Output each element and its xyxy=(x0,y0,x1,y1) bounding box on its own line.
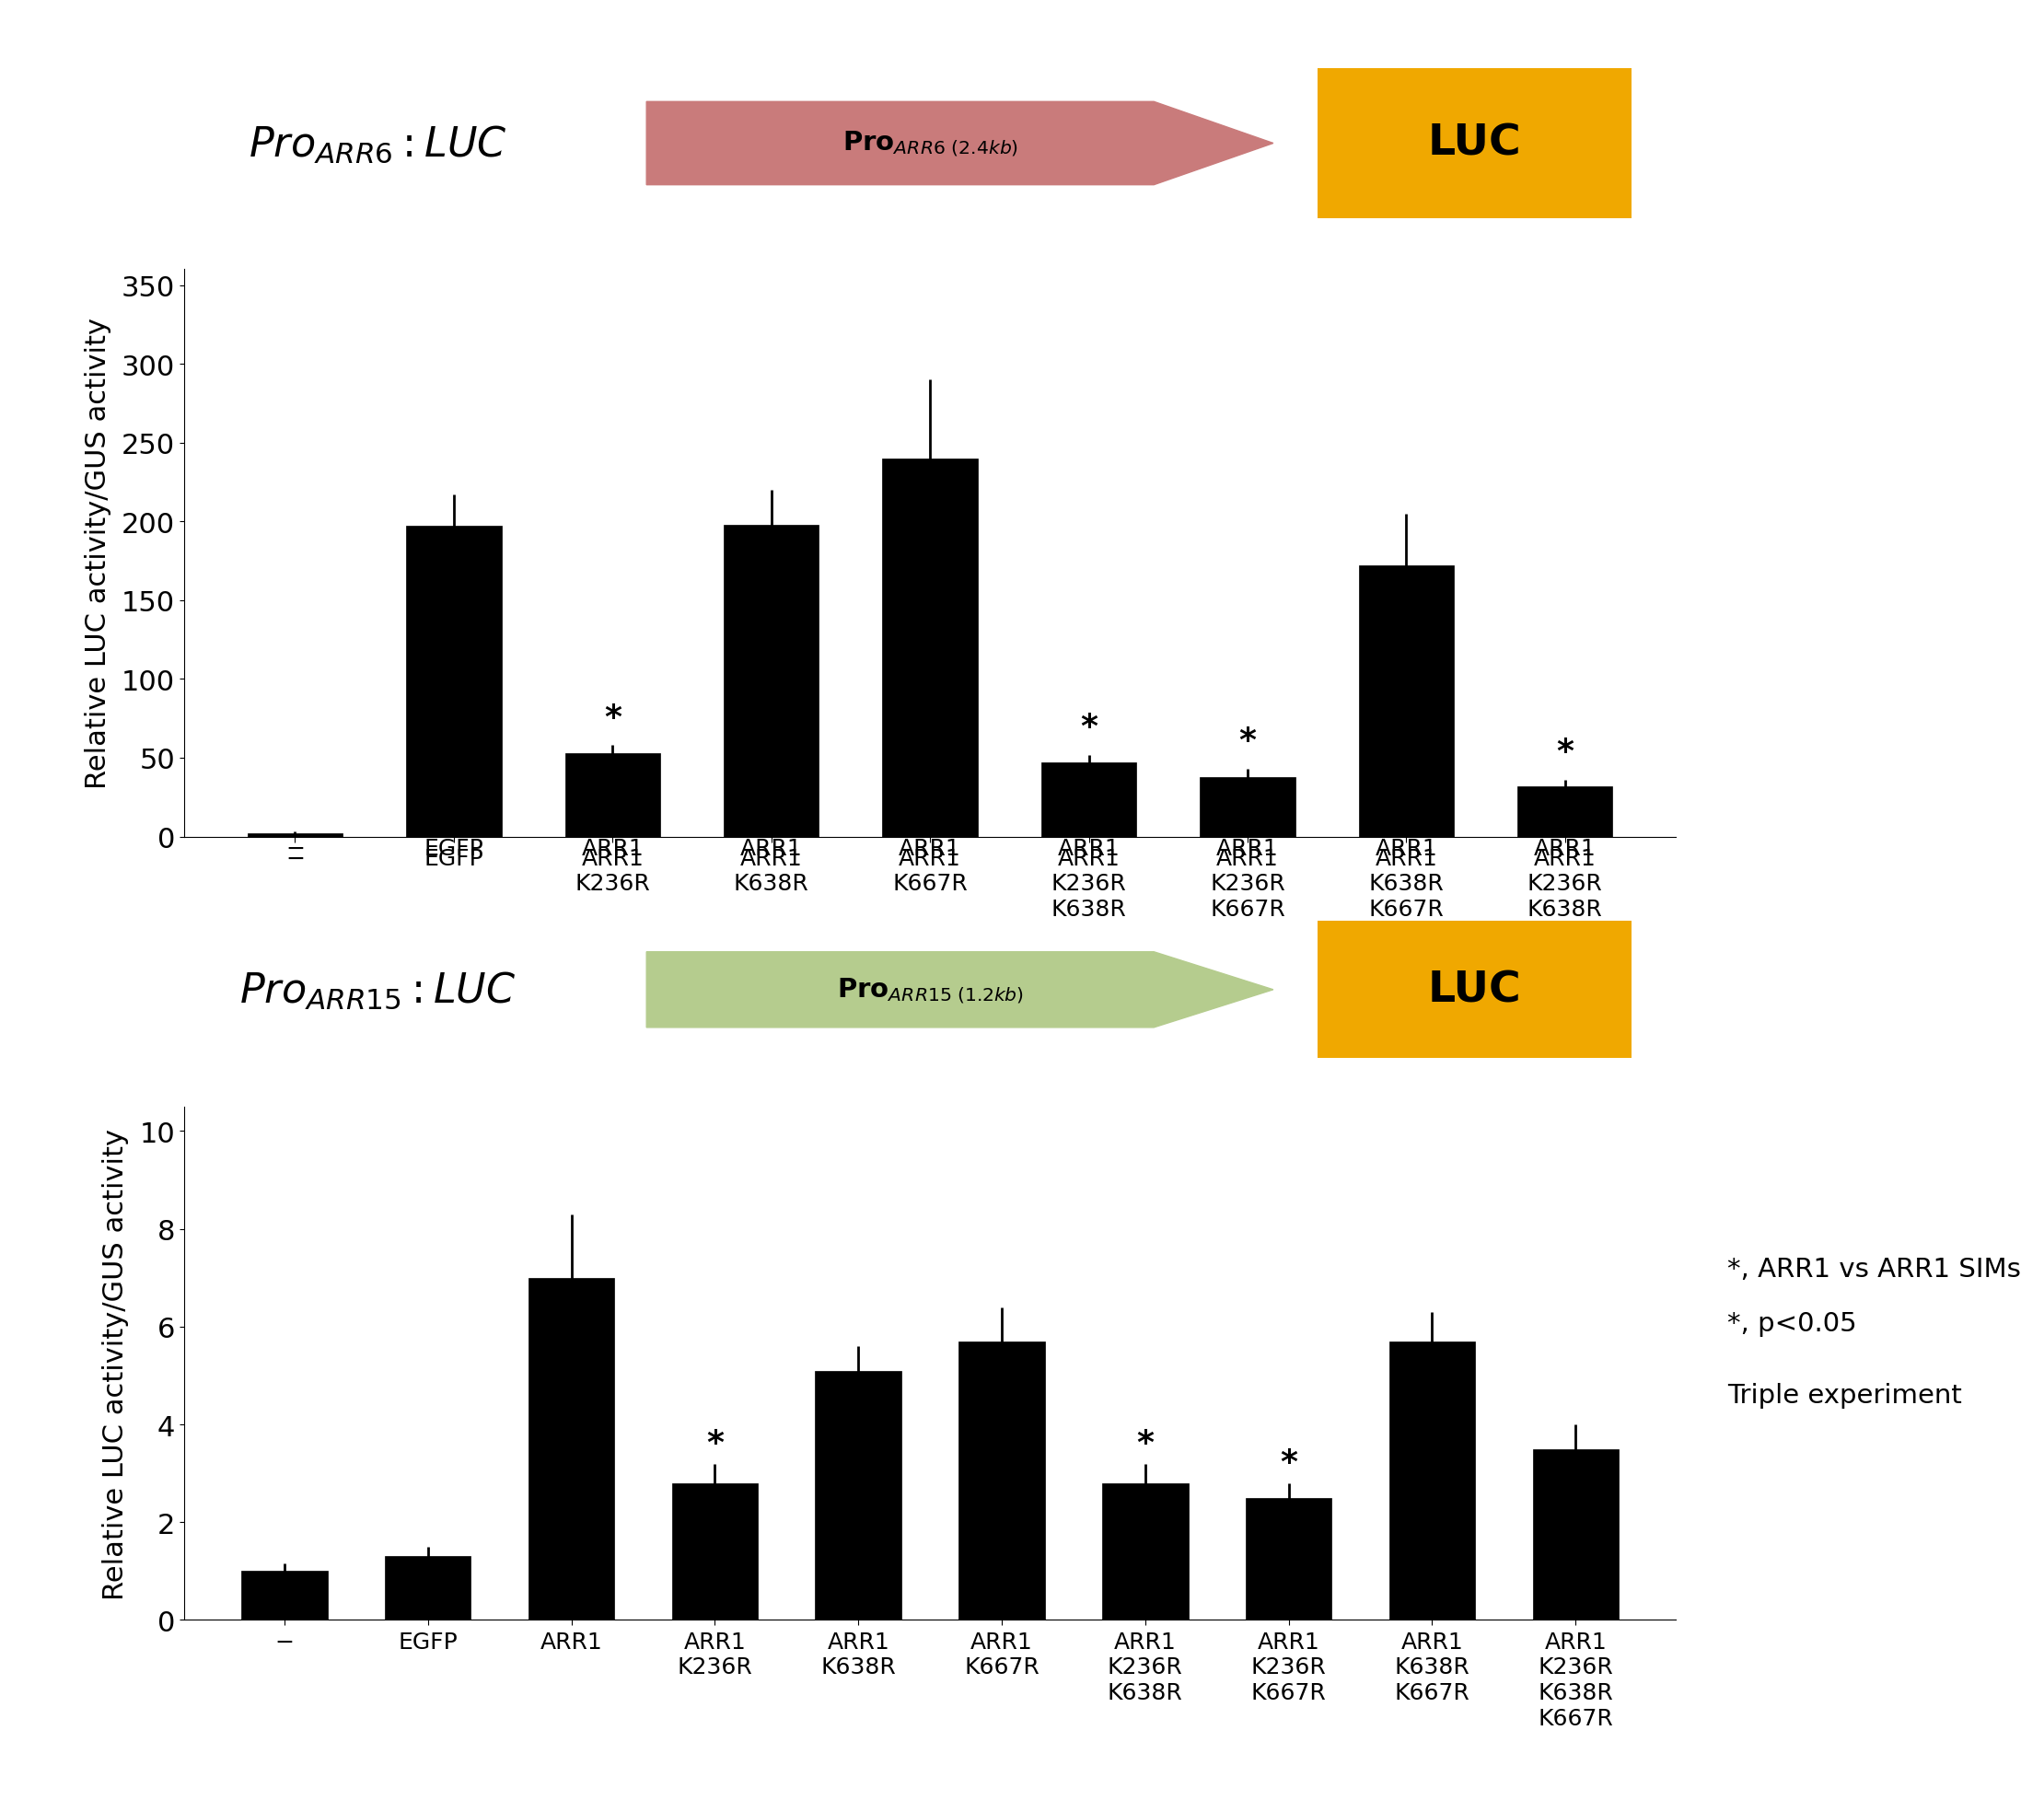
Text: −: − xyxy=(286,837,305,859)
Bar xyxy=(247,833,343,837)
Polygon shape xyxy=(646,952,1273,1028)
Bar xyxy=(1200,778,1296,837)
Text: ARR1: ARR1 xyxy=(1533,848,1596,869)
Text: K667R: K667R xyxy=(1527,923,1602,947)
Text: ARR1: ARR1 xyxy=(1216,837,1280,859)
Text: K638R: K638R xyxy=(1051,898,1126,920)
Text: ARR1: ARR1 xyxy=(540,1631,603,1652)
Bar xyxy=(1102,1483,1188,1620)
Text: ARR1: ARR1 xyxy=(899,848,961,869)
Text: $\mathit{Pro}_{ARR15}\mathit{:LUC}$: $\mathit{Pro}_{ARR15}\mathit{:LUC}$ xyxy=(239,970,517,1010)
Text: *: * xyxy=(1079,711,1098,742)
Text: ARR1: ARR1 xyxy=(1545,1631,1607,1652)
Bar xyxy=(959,1341,1044,1620)
Text: K236R: K236R xyxy=(677,1656,752,1678)
Text: K638R: K638R xyxy=(734,873,809,895)
Text: ARR1: ARR1 xyxy=(1114,1631,1177,1652)
Text: LUC: LUC xyxy=(1429,968,1521,1012)
Text: ARR1: ARR1 xyxy=(580,837,644,859)
Text: K236R: K236R xyxy=(1051,873,1126,895)
Text: LUC: LUC xyxy=(1429,122,1521,166)
Text: K638R: K638R xyxy=(1394,1656,1470,1678)
Bar xyxy=(527,1278,615,1620)
Text: EGFP: EGFP xyxy=(423,848,484,869)
Bar xyxy=(1533,1449,1619,1620)
Text: K638R: K638R xyxy=(1108,1681,1183,1703)
Text: K236R: K236R xyxy=(1537,1656,1613,1678)
Text: ARR1: ARR1 xyxy=(1057,837,1120,859)
Text: ARR1: ARR1 xyxy=(971,1631,1032,1652)
Text: *, p<0.05: *, p<0.05 xyxy=(1727,1310,1856,1336)
Y-axis label: Relative LUC activity/GUS activity: Relative LUC activity/GUS activity xyxy=(102,1129,129,1598)
Text: K667R: K667R xyxy=(1537,1706,1613,1730)
Bar xyxy=(241,1571,327,1620)
Text: K638R: K638R xyxy=(820,1656,895,1678)
Text: *: * xyxy=(1239,725,1257,756)
Text: K667R: K667R xyxy=(1369,898,1443,920)
Bar xyxy=(1390,1341,1476,1620)
Text: K236R: K236R xyxy=(1251,1656,1327,1678)
Text: Triple experiment: Triple experiment xyxy=(1727,1382,1962,1408)
Text: ARR1: ARR1 xyxy=(740,848,803,869)
Text: K638R: K638R xyxy=(1537,1681,1613,1703)
Bar xyxy=(724,526,820,837)
Polygon shape xyxy=(646,103,1273,185)
Text: K236R: K236R xyxy=(1108,1656,1183,1678)
Text: ARR1: ARR1 xyxy=(580,848,644,869)
Bar xyxy=(1359,565,1453,837)
Text: K236R: K236R xyxy=(1527,873,1602,895)
Text: $\mathbf{Pro}_{ARR6\ (2.4kb)}$: $\mathbf{Pro}_{ARR6\ (2.4kb)}$ xyxy=(842,130,1018,158)
Bar xyxy=(384,1557,470,1620)
Y-axis label: Relative LUC activity/GUS activity: Relative LUC activity/GUS activity xyxy=(84,319,110,788)
Text: ARR1: ARR1 xyxy=(1376,837,1437,859)
Text: K667R: K667R xyxy=(965,1656,1040,1678)
Text: K236R: K236R xyxy=(574,873,650,895)
Bar xyxy=(1040,763,1136,837)
Text: ARR1: ARR1 xyxy=(683,1631,746,1652)
Text: *: * xyxy=(1280,1447,1298,1478)
Text: EGFP: EGFP xyxy=(399,1631,458,1652)
Text: *: * xyxy=(705,1427,724,1458)
Bar xyxy=(816,1372,901,1620)
Text: K667R: K667R xyxy=(1251,1681,1327,1703)
Bar xyxy=(564,754,660,837)
Bar xyxy=(407,527,501,837)
Text: ARR1: ARR1 xyxy=(1216,848,1280,869)
Bar xyxy=(672,1483,758,1620)
Text: ARR1: ARR1 xyxy=(740,837,803,859)
Text: K236R: K236R xyxy=(1210,873,1286,895)
Text: *: * xyxy=(1555,736,1574,767)
Text: ARR1: ARR1 xyxy=(1057,848,1120,869)
Bar xyxy=(1517,787,1613,837)
Text: K667R: K667R xyxy=(1394,1681,1470,1703)
Text: −: − xyxy=(286,848,305,869)
Text: ARR1: ARR1 xyxy=(1400,1631,1464,1652)
Text: $\mathbf{Pro}_{ARR15\ (1.2kb)}$: $\mathbf{Pro}_{ARR15\ (1.2kb)}$ xyxy=(836,976,1024,1004)
Text: K638R: K638R xyxy=(1527,898,1602,920)
Bar xyxy=(883,459,977,837)
Text: −: − xyxy=(274,1631,294,1652)
Text: ARR1: ARR1 xyxy=(828,1631,889,1652)
Text: ARR1: ARR1 xyxy=(899,837,961,859)
FancyBboxPatch shape xyxy=(1318,68,1631,220)
Text: ARR1: ARR1 xyxy=(1533,837,1596,859)
Text: ARR1: ARR1 xyxy=(1376,848,1437,869)
FancyBboxPatch shape xyxy=(1318,922,1631,1058)
Text: EGFP: EGFP xyxy=(423,837,484,859)
Text: ARR1: ARR1 xyxy=(1257,1631,1320,1652)
Text: *: * xyxy=(603,702,621,733)
Text: $\mathit{Pro}_{ARR6}\mathit{:LUC}$: $\mathit{Pro}_{ARR6}\mathit{:LUC}$ xyxy=(249,124,507,164)
Text: K638R: K638R xyxy=(1369,873,1443,895)
Bar xyxy=(1245,1498,1333,1620)
Text: K667R: K667R xyxy=(893,873,967,895)
Text: K667R: K667R xyxy=(1210,898,1286,920)
Text: *: * xyxy=(1136,1427,1155,1458)
Text: *, ARR1 vs ARR1 SIMs: *, ARR1 vs ARR1 SIMs xyxy=(1727,1256,2022,1282)
